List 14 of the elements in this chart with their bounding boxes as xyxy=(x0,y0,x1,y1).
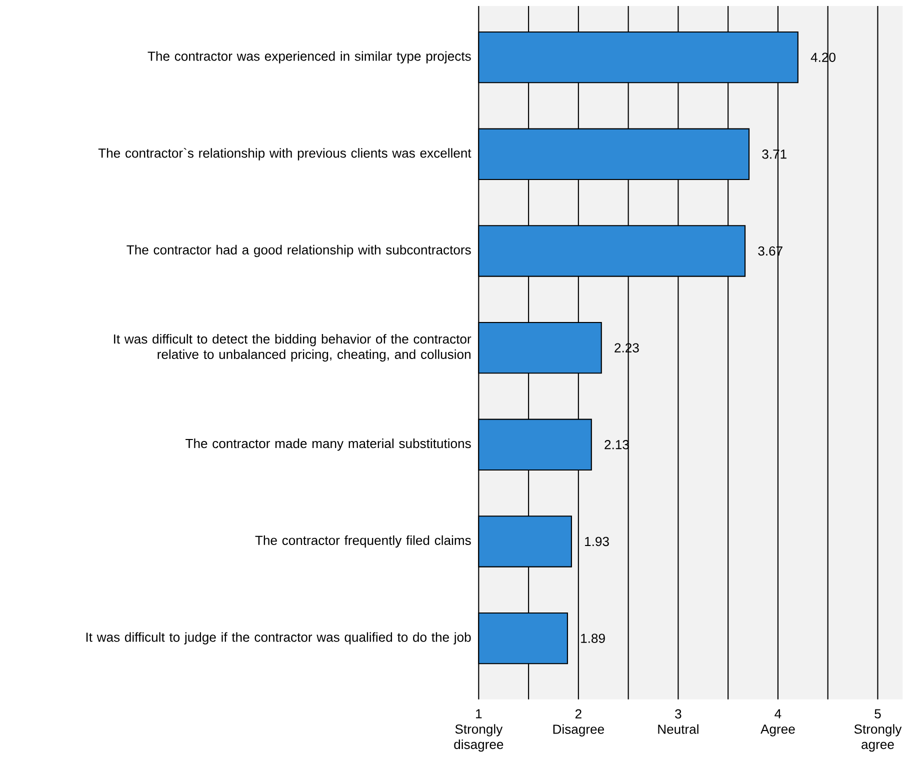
y-tick-label: The contractor was experienced in similar type projects xyxy=(148,51,471,64)
y-tick-label: It was difficult to judge if the contractor was qualified to do the job xyxy=(86,632,471,644)
x-tick-label: 5 Strongly agree xyxy=(854,709,902,752)
data-label: 1.93 xyxy=(585,536,609,546)
y-tick-label: The contractor made many material substitutions xyxy=(186,438,471,451)
x-tick-label: 2 Disagree xyxy=(553,709,604,736)
y-tick-label: The contractor had a good relationship with subcontractors xyxy=(126,244,471,258)
x-tick-label: 1 Strongly disagree xyxy=(454,709,504,752)
y-tick-label: The contractor`s relationship with previous clients was excellent xyxy=(98,148,472,160)
y-tick-label: It was difficult to detect the bidding behavior of the contractor relative to unbalanced pricing, cheating, and collusion xyxy=(114,334,472,362)
y-tick-label: The contractor frequently filed claims xyxy=(255,535,471,548)
data-label: 1.89 xyxy=(581,634,605,643)
x-tick-label: 3 Neutral xyxy=(658,709,698,734)
x-tick-label: 4 Agree xyxy=(760,709,795,736)
